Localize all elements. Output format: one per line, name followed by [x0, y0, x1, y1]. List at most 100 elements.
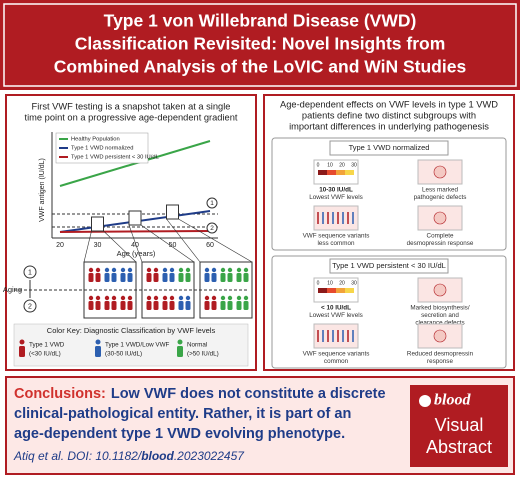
person-body [111, 301, 117, 310]
person-head [236, 267, 242, 273]
group-title-box [329, 140, 449, 156]
person-body [88, 273, 94, 282]
person-body [227, 301, 233, 310]
person-body [178, 301, 184, 310]
person-head [146, 267, 152, 273]
key-label: Type 1 VWD/Low VWF [105, 342, 170, 349]
person-head [88, 267, 94, 273]
person-head [153, 295, 159, 301]
person-head [95, 295, 101, 301]
person-head [162, 267, 168, 273]
scale-segment [318, 170, 327, 175]
person-body [169, 273, 175, 282]
person-body [169, 301, 175, 310]
person-head [127, 295, 133, 301]
cell-icon [433, 211, 447, 225]
scale-tick: 0 [317, 162, 320, 168]
person-body [185, 301, 191, 310]
cell-label: Lowest VWF levels [309, 194, 363, 201]
caption-line: time point on a progressive age-dependen… [25, 112, 238, 122]
person-head [220, 295, 226, 301]
group-title: Type 1 VWD normalized [349, 143, 430, 152]
key-title: Color Key: Diagnostic Classification by … [47, 326, 216, 335]
key-body [95, 346, 101, 357]
person-body [227, 273, 233, 282]
scale-segment [345, 288, 354, 293]
key-label: (>50 IU/dL) [187, 351, 219, 358]
person-head [169, 267, 175, 273]
logo-line: Visual [435, 415, 484, 435]
caption-line: First VWF testing is a snapshot taken at… [32, 101, 231, 111]
person-head [88, 295, 94, 301]
cell-label: common [324, 358, 349, 365]
person-body [127, 301, 133, 310]
person-body [220, 301, 226, 310]
key-body [177, 346, 183, 357]
cell-label: Lowest VWF levels [309, 312, 363, 319]
person-head [178, 267, 184, 273]
person-head [243, 295, 249, 301]
conclusion-line: Conclusions: Low VWF does not constitute … [14, 386, 386, 402]
scale-tick: 20 [339, 162, 345, 168]
x-axis-label: Age (years) [117, 249, 156, 258]
marker-label: 1 [28, 269, 32, 276]
person-head [227, 267, 233, 273]
conclusion-line: clinical-pathological entity. Rather, it… [14, 406, 351, 422]
logo-drop [419, 395, 431, 407]
person-head [153, 267, 159, 273]
icon-box [313, 323, 359, 349]
person-head [211, 267, 217, 273]
scale-tick: 10 [327, 280, 333, 286]
citation: Atiq et al. DOI: 10.1182/blood.202302245… [13, 449, 245, 463]
marker-circle [206, 222, 218, 234]
person-head [211, 295, 217, 301]
citation-part: .2023022457 [174, 449, 245, 463]
person-head [204, 295, 210, 301]
person-head [111, 295, 117, 301]
zoom-line [178, 218, 253, 263]
x-tick-label: 50 [169, 242, 177, 249]
person-head [227, 295, 233, 301]
person-head [169, 295, 175, 301]
y-axis-label: VWF antigen (IU/dL) [39, 158, 46, 222]
person-body [153, 273, 159, 282]
person-body [243, 301, 249, 310]
scale-tick: 30 [351, 162, 357, 168]
cell-label: less common [317, 240, 355, 247]
citation-part: Atiq et al. DOI: 10.1182/ [13, 449, 143, 463]
marker-circle [23, 265, 37, 279]
person-head [111, 267, 117, 273]
cell-label: Less marked [422, 187, 459, 194]
person-body [104, 301, 110, 310]
person-body [95, 273, 101, 282]
person-head [185, 267, 191, 273]
icon-box [417, 277, 463, 303]
cell-label: Marked biosynthesis/ [410, 305, 469, 312]
legend-box [55, 132, 149, 164]
conclusion-line: age-dependent type 1 VWD evolving phenot… [14, 426, 345, 442]
x-tick-label: 30 [94, 242, 102, 249]
scale-tick: 30 [351, 280, 357, 286]
cell-label: clearance defects [415, 320, 464, 327]
snapshot-box [166, 204, 179, 220]
person-body [162, 273, 168, 282]
icon-box [313, 205, 359, 231]
zoom-line [140, 224, 195, 263]
citation-part: blood [141, 449, 174, 463]
person-head [185, 295, 191, 301]
cell-icon [433, 283, 447, 297]
person-body [236, 273, 242, 282]
title-line: Type 1 von Willebrand Disease (VWD) [104, 11, 417, 31]
person-body [146, 301, 152, 310]
person-body [120, 301, 126, 310]
persistent-line [59, 230, 211, 233]
key-head [95, 339, 101, 345]
person-head [162, 295, 168, 301]
scale-tick: 10 [327, 162, 333, 168]
person-head [120, 295, 126, 301]
person-body [162, 301, 168, 310]
person-body [88, 301, 94, 310]
person-head [243, 267, 249, 273]
